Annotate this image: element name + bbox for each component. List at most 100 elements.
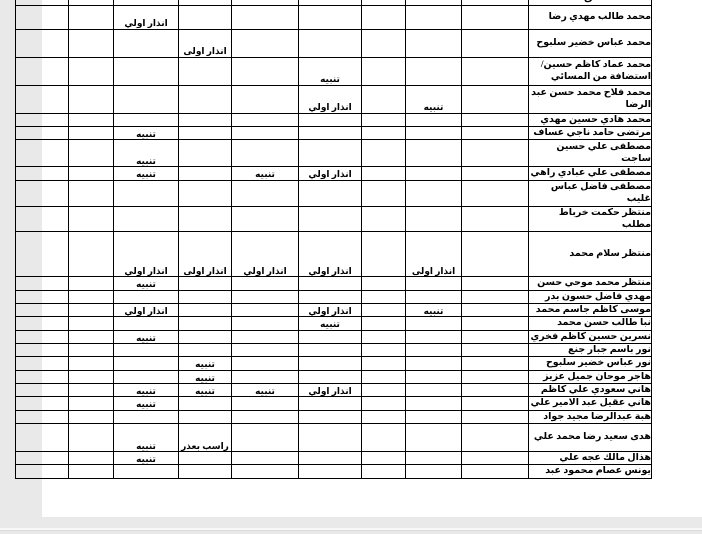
- warning-cell[interactable]: [231, 369, 299, 384]
- warning-cell[interactable]: [231, 423, 299, 452]
- student-name-cell[interactable]: هاني سعودي علي كاظم: [528, 382, 652, 398]
- warning-cell[interactable]: [405, 423, 462, 452]
- warning-cell[interactable]: [405, 329, 462, 344]
- warning-cell[interactable]: تنبيه: [113, 139, 179, 168]
- student-name-cell[interactable]: منتظر حكمت خرباط مطلب: [528, 205, 652, 233]
- student-name-cell[interactable]: هذال مالك عجه علي: [528, 450, 652, 466]
- warning-cell[interactable]: [68, 369, 114, 384]
- warning-cell[interactable]: [15, 205, 69, 233]
- warning-cell[interactable]: [178, 112, 232, 127]
- warning-cell[interactable]: [461, 302, 529, 318]
- warning-cell[interactable]: [178, 329, 232, 344]
- warning-cell[interactable]: [68, 28, 114, 58]
- warning-cell[interactable]: [15, 396, 69, 411]
- warning-cell[interactable]: انذار اولي: [298, 382, 362, 398]
- warning-cell[interactable]: [15, 56, 69, 86]
- warning-cell[interactable]: [298, 423, 362, 452]
- warning-cell[interactable]: [68, 302, 114, 318]
- warning-cell[interactable]: [361, 125, 406, 141]
- student-name-cell[interactable]: مصطفى فاضل عباس غليب: [528, 179, 652, 207]
- student-name-cell[interactable]: محمد فلاح محمد حسن عبد الرضا: [528, 84, 652, 114]
- warning-cell[interactable]: [178, 464, 232, 479]
- warning-cell[interactable]: [178, 4, 232, 30]
- warning-cell[interactable]: تنبيه: [113, 166, 179, 181]
- warning-cell[interactable]: تنبيه: [113, 382, 179, 398]
- warning-cell[interactable]: [298, 139, 362, 168]
- warning-cell[interactable]: [461, 112, 529, 127]
- warning-cell[interactable]: [298, 356, 362, 371]
- warning-cell[interactable]: [113, 342, 179, 358]
- warning-cell[interactable]: تنبيه: [113, 396, 179, 411]
- warning-cell[interactable]: [68, 139, 114, 168]
- warning-cell[interactable]: [113, 112, 179, 127]
- warning-cell[interactable]: [15, 231, 69, 278]
- warning-cell[interactable]: [298, 205, 362, 233]
- warning-cell[interactable]: [231, 84, 299, 114]
- warning-cell[interactable]: [298, 289, 362, 304]
- warning-cell[interactable]: [15, 28, 69, 58]
- warning-cell[interactable]: [68, 112, 114, 127]
- warning-cell[interactable]: [68, 276, 114, 291]
- warning-cell[interactable]: [461, 166, 529, 181]
- warning-cell[interactable]: [178, 166, 232, 181]
- student-name-cell[interactable]: منتظر محمد موحي حسن: [528, 276, 652, 291]
- warning-cell[interactable]: [113, 369, 179, 384]
- warning-cell[interactable]: [405, 409, 462, 425]
- warning-cell[interactable]: [405, 205, 462, 233]
- warning-cell[interactable]: [361, 409, 406, 425]
- warning-cell[interactable]: تنبيه: [178, 382, 232, 398]
- warning-cell[interactable]: [178, 84, 232, 114]
- warning-cell[interactable]: [68, 409, 114, 425]
- warning-cell[interactable]: [15, 409, 69, 425]
- warning-cell[interactable]: [461, 396, 529, 411]
- warning-cell[interactable]: [298, 450, 362, 466]
- warning-cell[interactable]: [68, 464, 114, 479]
- warning-cell[interactable]: [231, 56, 299, 86]
- warning-cell[interactable]: [231, 464, 299, 479]
- warning-cell[interactable]: انذار اولي: [298, 84, 362, 114]
- warning-cell[interactable]: انذار اولي: [298, 231, 362, 278]
- warning-cell[interactable]: [178, 342, 232, 358]
- warning-cell[interactable]: [461, 231, 529, 278]
- warning-cell[interactable]: انذار اولي: [113, 4, 179, 30]
- warning-cell[interactable]: [68, 382, 114, 398]
- student-name-cell[interactable]: هاني عقيل عبد الامير علي: [528, 396, 652, 411]
- student-name-cell[interactable]: هدى سعيد رضا محمد علي: [528, 423, 652, 452]
- warning-cell[interactable]: [461, 289, 529, 304]
- student-name-cell[interactable]: محمد هادي حسين مهدي: [528, 112, 652, 127]
- warning-cell[interactable]: [68, 166, 114, 181]
- warning-cell[interactable]: [461, 423, 529, 452]
- warning-cell[interactable]: [15, 289, 69, 304]
- warning-cell[interactable]: [68, 231, 114, 278]
- warning-cell[interactable]: [361, 450, 406, 466]
- warning-cell[interactable]: [461, 276, 529, 291]
- warning-cell[interactable]: [15, 342, 69, 358]
- warning-cell[interactable]: تنبيه: [405, 302, 462, 318]
- warning-cell[interactable]: [15, 84, 69, 114]
- warning-cell[interactable]: [298, 369, 362, 384]
- warning-cell[interactable]: [361, 56, 406, 86]
- warning-cell[interactable]: [231, 139, 299, 168]
- warning-cell[interactable]: [405, 396, 462, 411]
- warning-cell[interactable]: [68, 356, 114, 371]
- warning-cell[interactable]: [405, 166, 462, 181]
- warning-cell[interactable]: [298, 179, 362, 207]
- warning-cell[interactable]: [361, 205, 406, 233]
- warning-cell[interactable]: انذار اولى: [405, 231, 462, 278]
- student-name-cell[interactable]: نبا طالب حسن محمد: [528, 316, 652, 331]
- warning-cell[interactable]: [461, 84, 529, 114]
- warning-cell[interactable]: [461, 125, 529, 141]
- warning-cell[interactable]: [15, 356, 69, 371]
- warning-cell[interactable]: [178, 56, 232, 86]
- warning-cell[interactable]: [298, 396, 362, 411]
- warning-cell[interactable]: [405, 382, 462, 398]
- warning-cell[interactable]: [68, 205, 114, 233]
- warning-cell[interactable]: [405, 289, 462, 304]
- warning-cell[interactable]: [361, 329, 406, 344]
- student-name-cell[interactable]: هبة عبدالرضا مجيد جواد: [528, 409, 652, 425]
- student-name-cell[interactable]: منتظر سلام محمد: [528, 231, 652, 278]
- warning-cell[interactable]: [231, 450, 299, 466]
- student-name-cell[interactable]: نور عباس خضير سلبوح: [528, 356, 652, 371]
- warning-cell[interactable]: [178, 289, 232, 304]
- warning-cell[interactable]: [231, 112, 299, 127]
